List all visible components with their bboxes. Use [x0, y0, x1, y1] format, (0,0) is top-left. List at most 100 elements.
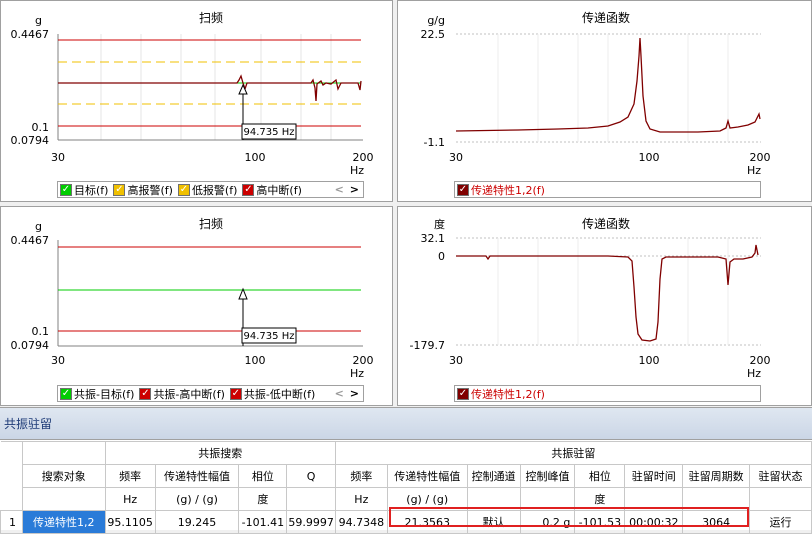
x-unit: Hz: [747, 164, 761, 177]
unit-dwell-phase: 度: [574, 487, 626, 511]
legend-item-target[interactable]: ✓ 目标(f): [60, 182, 109, 197]
legend-item-res-target[interactable]: ✓ 共振-目标(f): [60, 386, 134, 401]
x-unit: Hz: [350, 164, 364, 177]
legend-nav: < >: [329, 387, 359, 400]
control-trace: [58, 74, 362, 102]
col-dwell-phase[interactable]: 相位: [574, 464, 626, 488]
x-tick-100: 100: [245, 354, 266, 367]
group-search-header: 共振搜索: [104, 441, 336, 465]
legend-prev-button[interactable]: <: [334, 183, 344, 196]
cell-time: 00:00:32: [624, 510, 684, 534]
chart-title: 扫频: [199, 11, 223, 25]
checkbox-icon[interactable]: ✓: [177, 183, 190, 196]
checkbox-icon[interactable]: ✓: [457, 387, 469, 400]
legend-item-transfer[interactable]: ✓ 传递特性1,2(f): [457, 182, 545, 197]
legend-item-low-alarm[interactable]: ✓ 低报警(f): [177, 182, 238, 197]
transfer-chart-top: 传递函数 g/g 22.5 -1.1 30 100 200 Hz ✓ 传递特性1,…: [397, 0, 812, 202]
x-tick-100: 100: [639, 354, 660, 367]
legend-prev-button[interactable]: <: [334, 387, 344, 400]
unit-dwell-freq: Hz: [334, 487, 388, 511]
cell-cycles: 3064: [682, 510, 751, 534]
cell-phase: -101.41: [238, 510, 288, 534]
column-header-row: 搜索对象 频率 传递特性幅值 相位 Q 频率 传递特性幅值 控制通道 控制峰值 …: [1, 464, 812, 488]
y-tick-top: 0.4467: [11, 28, 50, 41]
legend-item-transfer[interactable]: ✓ 传递特性1,2(f): [457, 386, 545, 401]
x-unit: Hz: [747, 367, 761, 380]
y-unit: g: [35, 14, 42, 27]
legend-label: 高中断(f): [256, 183, 302, 197]
legend-next-button[interactable]: >: [349, 183, 359, 196]
y-tick-bottom: 0.0794: [11, 339, 50, 352]
checkbox-icon[interactable]: ✓: [113, 183, 126, 196]
unit-amp: (g) / (g): [154, 487, 240, 511]
x-tick-200: 200: [353, 354, 374, 367]
legend-label: 低报警(f): [191, 183, 238, 197]
y-tick-mid: 0.1: [32, 121, 50, 134]
cursor-arrow-icon[interactable]: [238, 287, 248, 300]
checkbox-icon[interactable]: ✓: [229, 387, 242, 400]
col-target[interactable]: 搜索对象: [21, 464, 106, 488]
unit-row: Hz (g) / (g) 度 Hz (g) / (g) 度: [1, 487, 812, 511]
cursor-readout-box: [241, 123, 297, 140]
sweep-chart-top: 扫频 g 0.4467 0.1 0.0794 94.735 Hz 30 100 …: [0, 0, 393, 202]
y-tick-top: 32.1: [421, 232, 446, 245]
transfer-plot-phase[interactable]: 传递函数 度 32.1 0 -179.7 30 100 200 Hz: [398, 207, 811, 405]
legend-item-high-alarm[interactable]: ✓ 高报警(f): [113, 182, 173, 197]
y-tick-mid: 0.1: [32, 325, 50, 338]
checkbox-icon[interactable]: ✓: [242, 183, 255, 196]
col-time[interactable]: 驻留时间: [624, 464, 684, 488]
col-peak[interactable]: 控制峰值: [519, 464, 576, 488]
legend-nav: < >: [329, 183, 359, 196]
unit-dwell-amp: (g) / (g): [386, 487, 468, 511]
y-tick-top: 22.5: [421, 28, 446, 41]
col-status[interactable]: 驻留状态: [749, 464, 812, 488]
y-tick-bottom: -179.7: [410, 339, 445, 352]
transfer-chart-bottom: 传递函数 度 32.1 0 -179.7 30 100 200 Hz ✓ 传递特性…: [397, 206, 812, 406]
sweep-plot-bottom[interactable]: 扫频 g 0.4467 0.1 0.0794 94.735 Hz 30 100 …: [1, 207, 392, 405]
cell-channel: 默认: [466, 510, 521, 534]
row-index: 1: [0, 510, 23, 534]
legend-label: 目标(f): [74, 183, 109, 197]
y-unit: g: [35, 220, 42, 233]
legend-next-button[interactable]: >: [349, 387, 359, 400]
checkbox-icon[interactable]: ✓: [60, 387, 72, 400]
legend-label: 共振-高中断(f): [153, 387, 225, 401]
resonance-table: 共振搜索 共振驻留 搜索对象 频率 传递特性幅值 相位 Q 频率 传递特性幅值 …: [0, 441, 812, 534]
col-phase[interactable]: 相位: [238, 464, 288, 488]
sweep-plot-top[interactable]: 扫频 g 0.4467 0.1 0.0794 94.735 Hz 30 100 …: [1, 1, 392, 201]
col-dwell-freq[interactable]: 频率: [334, 464, 388, 488]
legend-label: 高报警(f): [127, 183, 173, 197]
checkbox-icon[interactable]: ✓: [457, 183, 469, 196]
cell-amp: 19.245: [154, 510, 240, 534]
unit-freq: Hz: [104, 487, 156, 511]
legend-item-high-abort[interactable]: ✓ 高中断(f): [242, 182, 302, 197]
transfer-plot-magnitude[interactable]: 传递函数 g/g 22.5 -1.1 30 100 200 Hz: [398, 1, 811, 201]
y-tick-top: 0.4467: [11, 234, 50, 247]
cell-target[interactable]: 传递特性1,2: [21, 510, 106, 534]
legend-label: 共振-低中断(f): [243, 387, 316, 401]
col-q[interactable]: Q: [286, 464, 336, 488]
col-amp[interactable]: 传递特性幅值: [154, 464, 240, 488]
col-dwell-amp[interactable]: 传递特性幅值: [386, 464, 468, 488]
legend-bottom-left: ✓ 共振-目标(f) ✓ 共振-高中断(f) ✓ 共振-低中断(f) < >: [57, 385, 364, 402]
phase-trace: [456, 244, 759, 342]
chart-title: 扫频: [199, 217, 223, 231]
y-unit: 度: [434, 217, 445, 231]
section-title: 共振驻留: [0, 408, 812, 440]
cell-dwell-freq: 94.7348: [334, 510, 388, 534]
checkbox-icon[interactable]: ✓: [60, 183, 72, 196]
col-cycles[interactable]: 驻留周期数: [682, 464, 751, 488]
col-channel[interactable]: 控制通道: [466, 464, 521, 488]
legend-item-res-high-abort[interactable]: ✓ 共振-高中断(f): [139, 386, 225, 401]
x-tick-30: 30: [51, 354, 65, 367]
legend-item-res-low-abort[interactable]: ✓ 共振-低中断(f): [229, 386, 316, 401]
magnitude-trace: [455, 37, 761, 133]
checkbox-icon[interactable]: ✓: [139, 387, 152, 400]
group-dwell-header: 共振驻留: [334, 441, 812, 465]
cursor-readout-box: [241, 327, 297, 344]
x-tick-30: 30: [51, 151, 65, 164]
legend-label: 传递特性1,2(f): [471, 387, 545, 401]
table-row[interactable]: 1 传递特性1,2 95.1105 19.245 -101.41 59.9997…: [0, 510, 812, 534]
cursor-arrow-icon[interactable]: [238, 83, 248, 95]
col-freq[interactable]: 频率: [104, 464, 156, 488]
